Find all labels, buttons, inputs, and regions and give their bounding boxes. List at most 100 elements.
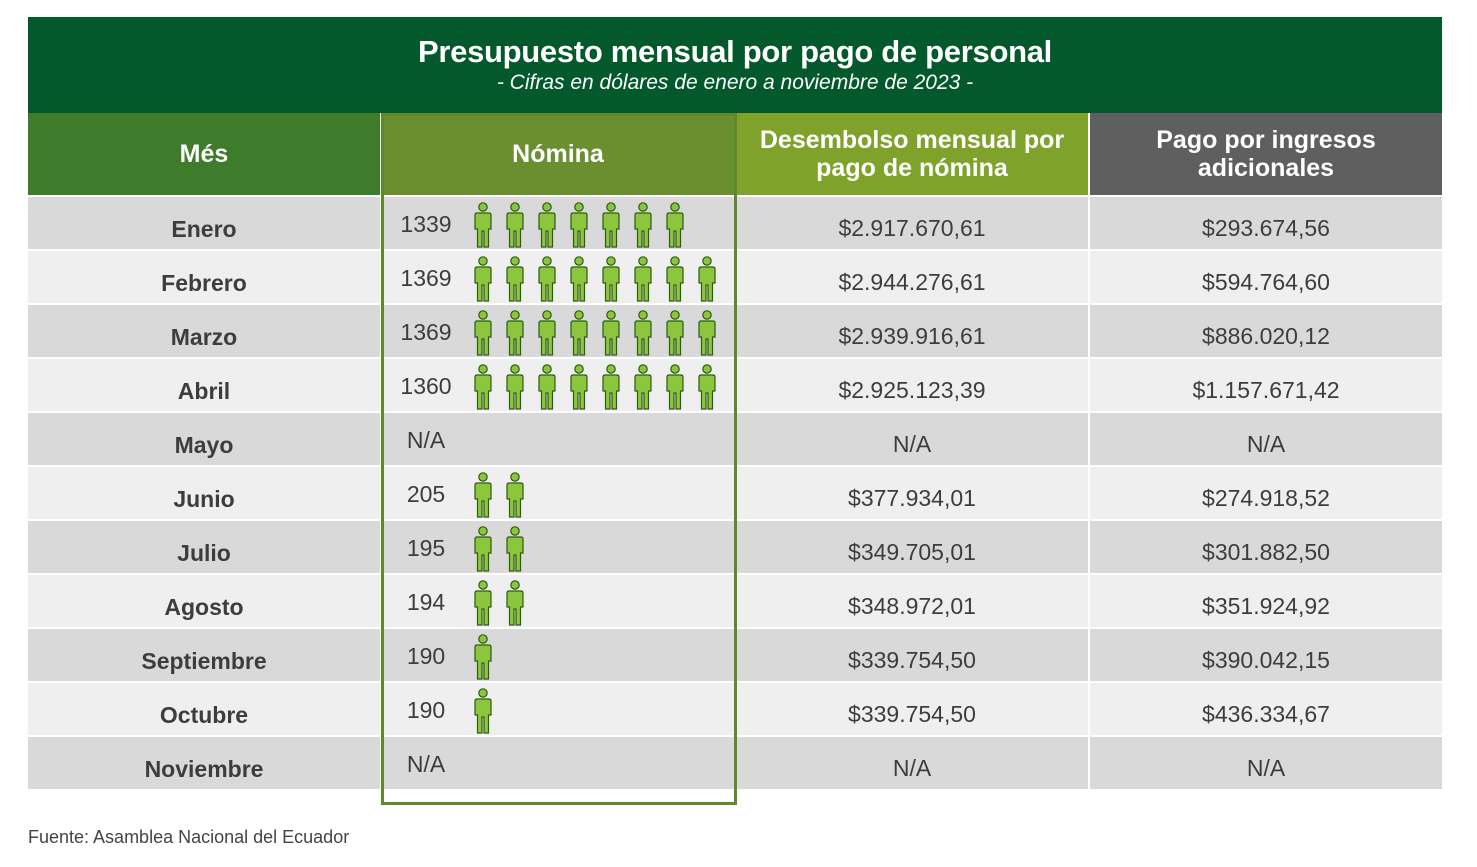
- person-icon: [666, 364, 684, 410]
- cell-desembolso: $377.934,01: [736, 467, 1088, 519]
- desembolso-value: $339.754,50: [848, 647, 976, 673]
- month-label: Julio: [177, 540, 231, 566]
- cell-pago: $274.918,52: [1090, 467, 1442, 519]
- cell-pago: $436.334,67: [1090, 683, 1442, 735]
- pago-value: $1.157.671,42: [1192, 377, 1340, 403]
- month-label: Mayo: [174, 432, 234, 458]
- person-icon: [698, 310, 716, 356]
- desembolso-value: $349.705,01: [848, 539, 976, 565]
- cell-desembolso: N/A: [736, 737, 1088, 789]
- cell-nomina: 194: [382, 575, 734, 627]
- person-icon: [634, 364, 652, 410]
- cell-pago: $594.764,60: [1090, 251, 1442, 303]
- person-icon: [506, 364, 524, 410]
- desembolso-value: $2.917.670,61: [838, 215, 986, 241]
- person-icon: [474, 688, 492, 734]
- cell-pago: $1.157.671,42: [1090, 359, 1442, 411]
- cell-pago: $390.042,15: [1090, 629, 1442, 681]
- person-icon: [634, 256, 652, 302]
- table-row: Noviembre N/A N/A N/A: [28, 737, 1442, 789]
- cell-mes: Enero: [28, 197, 380, 249]
- cell-nomina: N/A: [382, 413, 734, 465]
- desembolso-value: $339.754,50: [848, 701, 976, 727]
- person-icon: [538, 256, 556, 302]
- cell-pago: $293.674,56: [1090, 197, 1442, 249]
- desembolso-value: $2.939.916,61: [838, 323, 986, 349]
- desembolso-value: $2.925.123,39: [838, 377, 986, 403]
- table-row: Junio 205 $377.934,01 $274.918,52: [28, 467, 1442, 519]
- person-icon: [698, 256, 716, 302]
- month-label: Septiembre: [141, 648, 267, 674]
- desembolso-value: $2.944.276,61: [838, 269, 986, 295]
- table-row: Enero 1339 $2.917.670,61 $293.674,56: [28, 197, 1442, 249]
- table-row: Marzo 1369 $2.939.916,61 $886.020,12: [28, 305, 1442, 357]
- person-icon: [506, 256, 524, 302]
- nomina-count: 1369: [400, 265, 452, 291]
- nomina-count: 1369: [400, 319, 452, 345]
- person-icon: [570, 310, 588, 356]
- title-bar: Presupuesto mensual por pago de personal…: [28, 17, 1442, 113]
- cell-mes: Mayo: [28, 413, 380, 465]
- cell-desembolso: $2.917.670,61: [736, 197, 1088, 249]
- table-row: Febrero 1369 $2.944.276,61 $594.764,60: [28, 251, 1442, 303]
- table-row: Mayo N/A N/A N/A: [28, 413, 1442, 465]
- pago-value: $886.020,12: [1202, 323, 1330, 349]
- person-icon: [634, 202, 652, 248]
- pago-value: $301.882,50: [1202, 539, 1330, 565]
- header-nomina: Nómina: [382, 113, 734, 195]
- person-icon: [538, 202, 556, 248]
- table-row: Julio 195 $349.705,01 $301.882,50: [28, 521, 1442, 573]
- person-icon: [602, 256, 620, 302]
- cell-mes: Septiembre: [28, 629, 380, 681]
- person-icon: [474, 310, 492, 356]
- person-icon: [698, 364, 716, 410]
- month-label: Octubre: [159, 702, 249, 728]
- person-icon: [538, 364, 556, 410]
- cell-desembolso: $339.754,50: [736, 683, 1088, 735]
- cell-desembolso: $2.944.276,61: [736, 251, 1088, 303]
- cell-nomina: N/A: [382, 737, 734, 789]
- cell-nomina: 195: [382, 521, 734, 573]
- pago-value: N/A: [1246, 431, 1286, 457]
- cell-pago: $351.924,92: [1090, 575, 1442, 627]
- cell-nomina: 190: [382, 629, 734, 681]
- person-icon: [570, 364, 588, 410]
- person-icon: [666, 202, 684, 248]
- header-pago: Pago por ingresos adicionales: [1090, 113, 1442, 195]
- month-label: Noviembre: [144, 756, 264, 782]
- cell-desembolso: $2.939.916,61: [736, 305, 1088, 357]
- cell-nomina: 1339: [382, 197, 734, 249]
- nomina-count: 195: [406, 535, 446, 561]
- cell-mes: Febrero: [28, 251, 380, 303]
- cell-pago: $886.020,12: [1090, 305, 1442, 357]
- nomina-count: N/A: [406, 751, 446, 777]
- person-icon: [474, 580, 492, 626]
- table-row: Abril 1360 $2.925.123,39 $1.157.671,42: [28, 359, 1442, 411]
- cell-mes: Junio: [28, 467, 380, 519]
- person-icon: [474, 256, 492, 302]
- person-icon: [474, 364, 492, 410]
- desembolso-value: N/A: [892, 755, 932, 781]
- person-icon: [666, 256, 684, 302]
- cell-mes: Julio: [28, 521, 380, 573]
- person-icon: [538, 310, 556, 356]
- person-icon: [602, 364, 620, 410]
- cell-desembolso: $349.705,01: [736, 521, 1088, 573]
- cell-mes: Octubre: [28, 683, 380, 735]
- source-note: Fuente: Asamblea Nacional del Ecuador: [28, 827, 350, 847]
- person-icon: [506, 526, 524, 572]
- pago-value: $293.674,56: [1202, 215, 1330, 241]
- cell-pago: $301.882,50: [1090, 521, 1442, 573]
- month-label: Enero: [171, 216, 237, 242]
- month-label: Abril: [177, 378, 231, 404]
- cell-nomina: 1369: [382, 305, 734, 357]
- month-label: Febrero: [161, 270, 247, 296]
- cell-nomina: 205: [382, 467, 734, 519]
- cell-desembolso: $348.972,01: [736, 575, 1088, 627]
- chart-subtitle: - Cifras en dólares de enero a noviembre…: [496, 71, 974, 94]
- table-row: Agosto 194 $348.972,01 $351.924,92: [28, 575, 1442, 627]
- cell-desembolso: $339.754,50: [736, 629, 1088, 681]
- person-icon: [666, 310, 684, 356]
- cell-nomina: 190: [382, 683, 734, 735]
- month-label: Marzo: [170, 324, 238, 350]
